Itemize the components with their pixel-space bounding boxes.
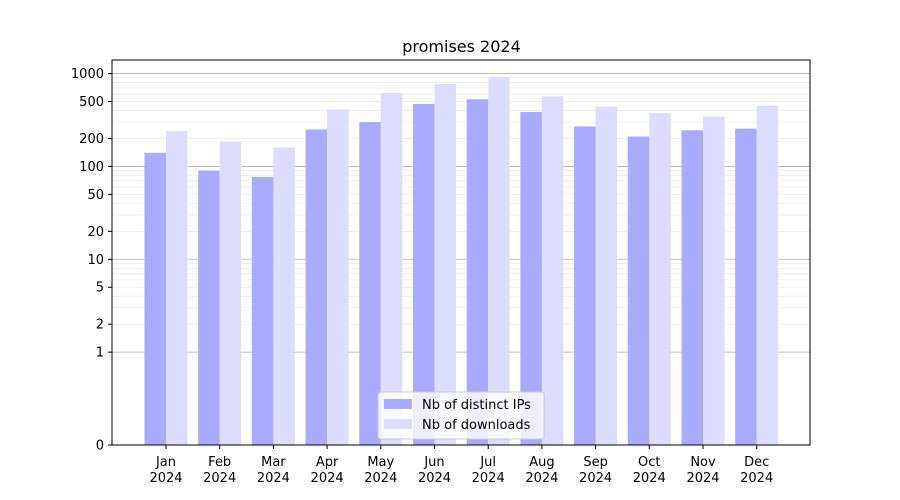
- x-tick-label-month: Sep: [583, 455, 608, 470]
- y-tick-label: 2: [96, 318, 104, 333]
- x-tick-label-month: Aug: [529, 455, 554, 470]
- x-axis: Jan2024Feb2024Mar2024Apr2024May2024Jun20…: [149, 445, 773, 486]
- x-tick-label-month: Feb: [208, 455, 231, 470]
- bar-downloads-dec: [756, 105, 779, 446]
- x-tick-label-month: Apr: [316, 455, 339, 470]
- legend-box: [377, 391, 545, 440]
- x-tick-label-year: 2024: [525, 471, 558, 486]
- y-axis: 0 1 2 5 10 20 50 100 200 500 1000: [71, 67, 112, 454]
- legend-label: Nb of distinct IPs: [422, 398, 531, 413]
- bar-downloads-nov: [703, 116, 725, 446]
- legend-swatch: [384, 399, 412, 409]
- x-tick-label-year: 2024: [364, 471, 397, 486]
- x-tick-label-month: Dec: [744, 455, 769, 470]
- y-tick-label: 500: [79, 95, 104, 110]
- bar-downloads-oct: [649, 113, 671, 446]
- x-tick-label-month: Oct: [638, 455, 660, 470]
- y-tick-label: 0: [96, 439, 104, 454]
- bar-ips-sep: [574, 126, 596, 445]
- x-tick-label-year: 2024: [740, 471, 773, 486]
- bar-ips-mar: [251, 176, 274, 446]
- y-tick-label: 20: [87, 225, 104, 240]
- bar-ips-feb: [198, 170, 220, 445]
- legend: Nb of distinct IPs Nb of downloads: [377, 391, 545, 440]
- bar-downloads-jan: [166, 131, 188, 446]
- bar-downloads-mar: [273, 147, 295, 445]
- y-tick-label: 1000: [71, 67, 104, 82]
- x-tick-label-year: 2024: [579, 471, 612, 486]
- y-tick-label: 1: [96, 346, 104, 361]
- bar-ips-jun: [413, 104, 435, 445]
- x-tick-label-year: 2024: [418, 471, 451, 486]
- x-tick-label-year: 2024: [633, 471, 666, 486]
- chart-title: promises 2024: [402, 37, 521, 56]
- bar-ips-dec: [735, 128, 757, 445]
- x-tick-label-month: Jan: [155, 455, 176, 470]
- y-tick-label: 200: [79, 132, 104, 147]
- bars: [144, 76, 779, 446]
- bar-downloads-may: [380, 92, 403, 445]
- bar-ips-aug: [520, 112, 542, 445]
- legend-label: Nb of downloads: [422, 418, 531, 433]
- x-tick-label-month: Jul: [479, 455, 496, 470]
- bar-downloads-feb: [219, 141, 242, 446]
- x-tick-label-year: 2024: [257, 471, 290, 486]
- bar-ips-oct: [627, 136, 650, 445]
- bar-downloads-jul: [488, 76, 510, 445]
- x-tick-label-year: 2024: [149, 471, 182, 486]
- bar-downloads-jun: [434, 84, 456, 446]
- bar-downloads-apr: [327, 109, 349, 446]
- bar-ips-apr: [305, 129, 328, 445]
- x-tick-label-month: May: [367, 455, 394, 470]
- y-tick-label: 100: [79, 160, 104, 175]
- bar-ips-jan: [144, 152, 166, 445]
- bar-ips-jul: [466, 99, 489, 445]
- bar-ips-may: [359, 122, 381, 446]
- x-tick-label-month: Mar: [261, 455, 286, 470]
- x-tick-label-month: Nov: [690, 455, 716, 470]
- y-tick-label: 50: [87, 188, 104, 203]
- x-tick-label-year: 2024: [203, 471, 236, 486]
- x-tick-label-year: 2024: [686, 471, 719, 486]
- bar-ips-nov: [681, 130, 703, 445]
- y-tick-label: 10: [87, 253, 104, 268]
- x-tick-label-year: 2024: [472, 471, 505, 486]
- x-tick-label-year: 2024: [311, 471, 344, 486]
- bar-downloads-sep: [595, 106, 618, 445]
- plot-frame: [111, 59, 811, 446]
- x-tick-label-month: Jun: [423, 455, 444, 470]
- y-tick-label: 5: [96, 281, 104, 296]
- bar-downloads-aug: [541, 96, 564, 445]
- legend-swatch: [384, 419, 412, 429]
